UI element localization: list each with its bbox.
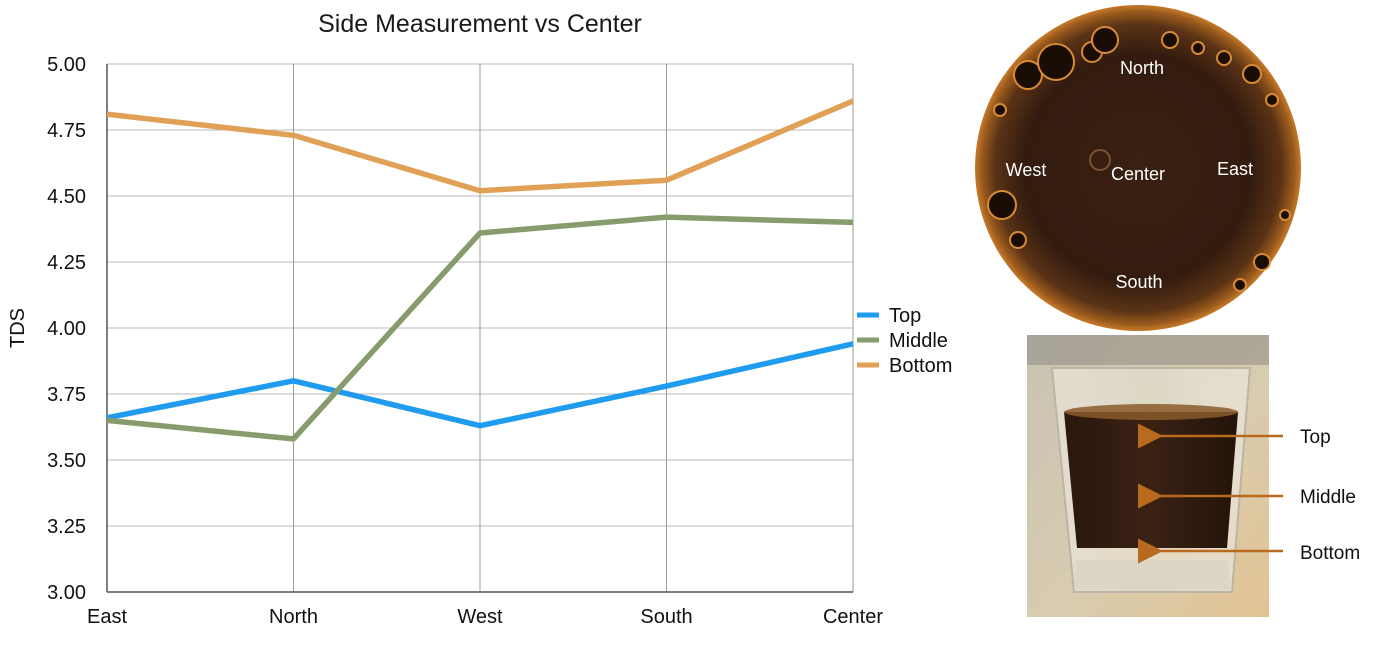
y-tick-label: 4.50 — [47, 186, 86, 208]
crema-layer — [1064, 404, 1238, 420]
x-tick-label: Center — [823, 606, 883, 628]
axes — [106, 64, 853, 593]
background-object — [1027, 335, 1269, 365]
y-tick-label: 4.00 — [47, 318, 86, 340]
y-tick-label: 3.75 — [47, 384, 86, 406]
cup-label-center: Center — [1111, 164, 1165, 184]
series-lines — [106, 98, 855, 442]
glass-base — [1074, 560, 1230, 590]
cup-label-east: East — [1217, 159, 1253, 179]
cup-label-west: West — [1006, 160, 1047, 180]
crema-bubbles — [987, 26, 1291, 292]
series-line-middle — [106, 214, 854, 442]
center-bubble — [1089, 149, 1111, 171]
grid — [107, 63, 854, 592]
y-tick-label: 3.50 — [47, 450, 86, 472]
y-axis-label: TDS — [7, 308, 29, 348]
x-tick-label: South — [640, 606, 692, 628]
legend-label: Top — [889, 305, 921, 327]
glass-label-middle: Middle — [1300, 487, 1356, 508]
cup-label-south: South — [1115, 272, 1162, 292]
y-tick-label: 5.00 — [47, 54, 86, 76]
y-tick-label: 4.75 — [47, 120, 86, 142]
legend: Top Middle Bottom — [857, 305, 952, 377]
x-tick-label: West — [457, 606, 503, 628]
x-tick-label: East — [87, 606, 127, 628]
x-tick-label: North — [269, 606, 318, 628]
series-line-bottom — [106, 98, 855, 194]
legend-label: Middle — [889, 330, 948, 352]
legend-label: Bottom — [889, 355, 952, 377]
coffee-cup-photo: North West Center East South — [975, 5, 1301, 331]
glass-arrows — [1138, 423, 1283, 564]
y-tick-label: 3.00 — [47, 582, 86, 604]
tick-labels: 3.00 3.25 3.50 3.75 4.00 4.25 4.50 4.75 5.00 East… — [47, 54, 883, 628]
glass-label-bottom: Bottom — [1300, 543, 1360, 564]
glass-label-top: Top — [1300, 427, 1331, 448]
coffee-surface — [975, 5, 1301, 331]
y-tick-label: 4.25 — [47, 252, 86, 274]
espresso-liquid — [1064, 412, 1238, 548]
series-line-top — [106, 341, 854, 429]
chart-title: Side Measurement vs Center — [318, 10, 642, 38]
y-tick-label: 3.25 — [47, 516, 86, 538]
cup-label-north: North — [1120, 58, 1164, 78]
espresso-glass-photo — [1027, 335, 1269, 617]
